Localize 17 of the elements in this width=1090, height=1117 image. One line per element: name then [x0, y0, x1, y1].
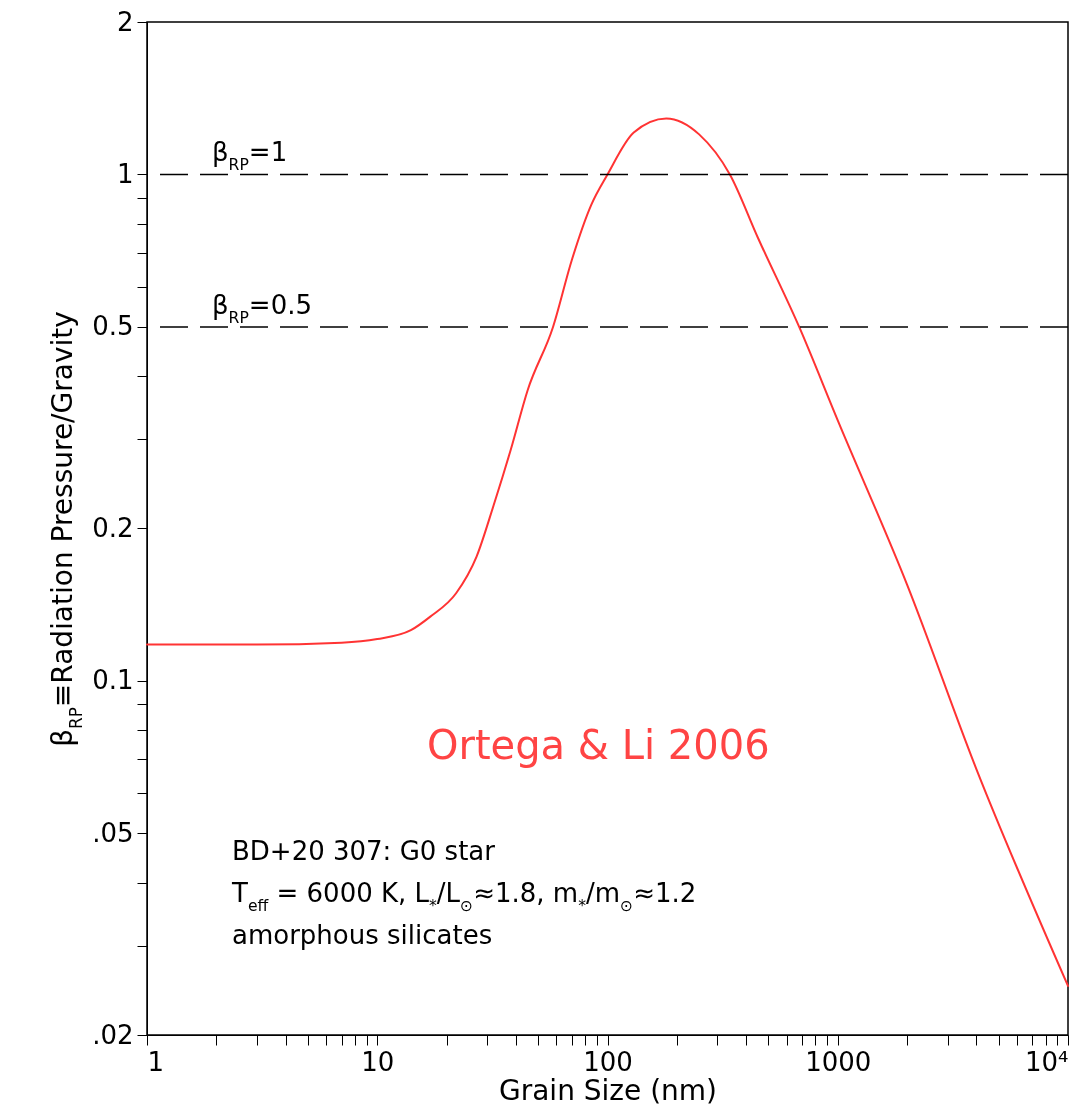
y-tick-label: 1	[116, 158, 134, 189]
x-tick-label: 1000	[805, 1046, 872, 1077]
annotation: amorphous silicates	[232, 920, 493, 950]
annotation: BD+20 307: G0 star	[232, 836, 496, 866]
x-tick-label: 10⁴	[1024, 1046, 1069, 1077]
y-tick-label: 0.2	[92, 513, 134, 543]
x-tick-label: 10	[361, 1046, 395, 1077]
y-tick-label: 2	[116, 6, 134, 37]
y-tick-label: .05	[92, 817, 134, 848]
y-tick-label: 0.1	[92, 665, 134, 696]
y-tick-label: .02	[92, 1019, 134, 1050]
text: T$_{eff}$ = 6000 K, L$_{*}$/L$_{⊙}$≈1.8, m$_{*}$/m$_{⊙}$≈1.2	[232, 878, 697, 915]
ref-line-label: β$_{RP}$=0.5	[212, 289, 312, 327]
ref-line-label: β$_{RP}$=1	[212, 137, 288, 175]
y-tick-label: 0.5	[92, 311, 134, 342]
x-tick-label: 1	[147, 1046, 165, 1077]
annotation: Ortega & Li 2006	[427, 722, 770, 768]
